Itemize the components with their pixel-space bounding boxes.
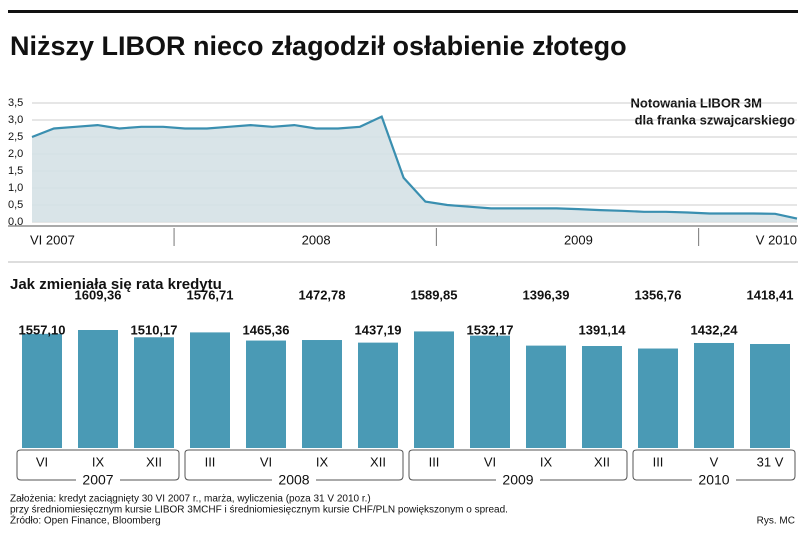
x-tick-label: XII [146,454,162,469]
bar-title: Jak zmieniała się rata kredytu [10,276,222,293]
bar [694,342,734,448]
value-label: 1472,78 [299,287,346,302]
group-bracket [184,449,404,481]
value-label: 1589,85 [411,287,458,302]
value-label: 1609,36 [75,287,122,302]
bar [22,333,62,448]
y-tick-label: 1,5 [8,165,23,177]
bar [470,335,510,448]
line [31,115,798,220]
value-label: 1391,14 [579,322,627,337]
x-tick-label: VI [484,454,496,469]
title: Niższy LIBOR nieco złagodził osłabienie … [10,31,627,61]
value-label: 1465,36 [243,322,290,337]
bar [134,337,174,448]
value-label: 1396,39 [523,287,570,302]
credit: Rys. MC [757,516,795,527]
x-tick-label: XII [594,454,610,469]
note: Założenia: kredyt zaciągnięty 30 VI 2007… [10,494,371,505]
bar [190,332,230,448]
value-label: 1532,17 [467,322,514,337]
y-tick-label: 0,0 [8,216,23,228]
group-bracket [408,449,628,481]
group-label: 2007 [82,472,113,488]
value-label: 1356,76 [635,287,682,302]
x-tick-label: 2008 [302,232,331,247]
x-tick-label: III [429,454,440,469]
y-tick-label: 3,0 [8,114,23,126]
value-label: 1432,24 [691,322,739,337]
x-tick-label: V [710,454,719,469]
bar [246,340,286,448]
x-tick-label: IX [316,454,329,469]
note: Źródło: Open Finance, Bloomberg [10,514,161,527]
note: przy średniomiesięcznym kursie LIBOR 3MC… [10,505,508,516]
group-bracket [632,449,796,481]
area [32,116,797,222]
y-tick-label: 2,5 [8,131,23,143]
bar [638,348,678,448]
y-tick-label: 3,5 [8,97,23,109]
value-label: 1437,19 [355,322,402,337]
y-tick-label: 1,0 [8,182,23,194]
bar [526,345,566,448]
bar [358,342,398,448]
bar [750,344,790,448]
x-tick-label: IX [92,454,105,469]
value-label: 1418,41 [747,287,794,302]
bar [414,331,454,448]
group-label: 2008 [278,472,309,488]
y-tick-label: 2,0 [8,148,23,160]
value-label: 1557,10 [19,322,66,337]
value-label: 1510,17 [131,322,178,337]
x-tick-label: XII [370,454,386,469]
x-tick-label: III [205,454,216,469]
x-tick-label: 2009 [564,232,593,247]
x-tick-label: V 2010 [756,232,797,247]
x-tick-label: III [653,454,664,469]
x-tick-label: VI 2007 [30,232,75,247]
bar [302,340,342,448]
bar [78,330,118,448]
group-label: 2010 [698,472,729,488]
y-tick-label: 0,5 [8,199,23,211]
x-tick-label: VI [36,454,48,469]
top-rule [8,10,798,13]
bar [582,346,622,448]
x-tick-label: IX [540,454,553,469]
value-label: 1576,71 [187,287,234,302]
group-bracket [16,449,180,481]
group-label: 2009 [502,472,533,488]
x-tick-label: 31 V [757,454,784,469]
x-tick-label: VI [260,454,272,469]
